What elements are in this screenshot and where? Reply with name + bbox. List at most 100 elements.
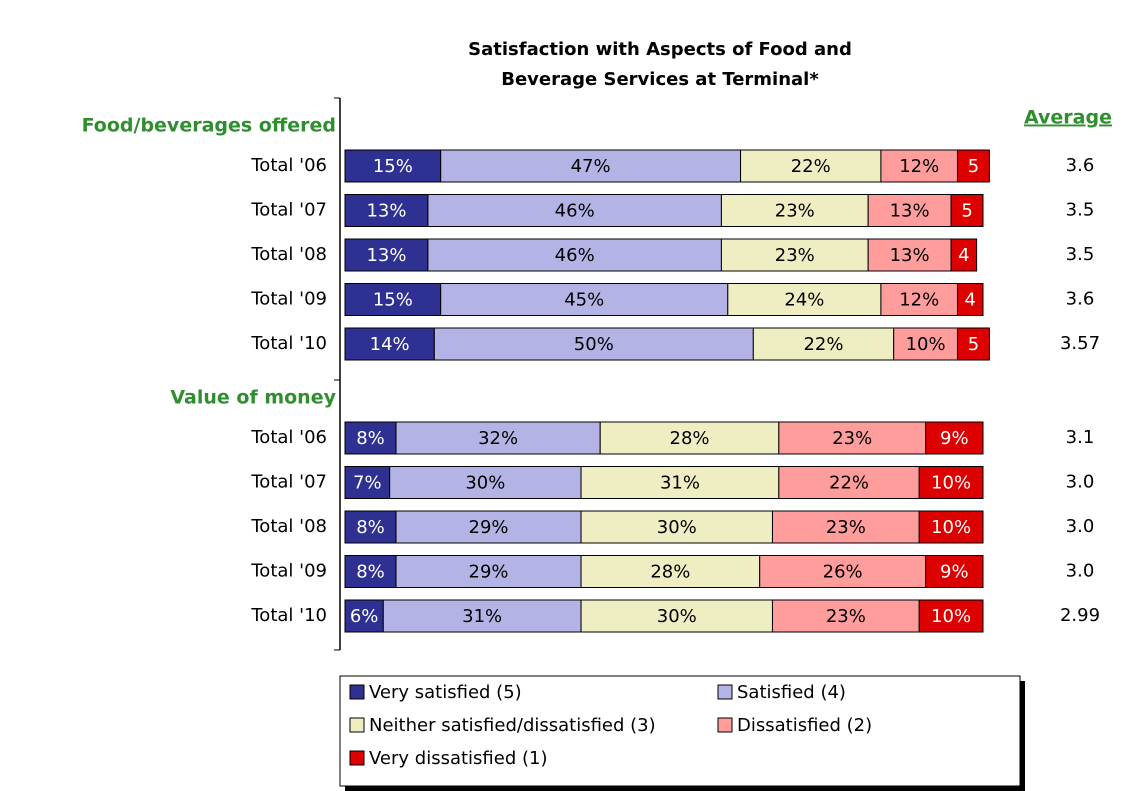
value-label: 13% [890,245,930,266]
value-label: 12% [899,156,939,177]
value-label: 5 [968,156,979,177]
value-label: 15% [373,290,413,311]
bar-segment [344,599,384,633]
value-label: 23% [826,517,866,538]
legend [339,675,1021,787]
bar-segment [771,599,920,633]
legend-swatch [717,684,733,700]
value-label: 14% [370,334,410,355]
value-label: 29% [469,517,509,538]
value-label: 8% [356,562,385,583]
value-label: 30% [657,606,697,627]
bar-segment [720,238,869,272]
bar-segment [918,510,984,544]
average-title: Average [1024,107,1112,129]
value-label: 23% [775,245,815,266]
value-label: 23% [826,606,866,627]
legend-swatch [717,717,733,733]
bar-segment [395,421,601,455]
bar-segment [580,599,773,633]
average-value: 3.5 [1066,200,1095,221]
value-label: 45% [564,290,604,311]
value-label: 46% [555,201,595,222]
legend-label: Neither satisfied/dissatisfied (3) [369,715,656,736]
value-label: 10% [931,517,971,538]
value-label: 30% [657,517,697,538]
average-value: 3.1 [1066,427,1095,448]
bar-segment [918,599,984,633]
value-label: 47% [571,156,611,177]
legend-label: Dissatisfied (2) [737,715,872,736]
value-label: 22% [803,334,843,355]
value-label: 7% [353,473,382,494]
value-label: 13% [366,245,406,266]
value-label: 26% [823,562,863,583]
value-label: 4 [965,290,976,311]
value-label: 13% [366,201,406,222]
value-label: 24% [784,290,824,311]
bar-segment [950,194,984,227]
value-label: 10% [906,334,946,355]
average-value: 3.0 [1066,472,1095,493]
category-label: Total '08 [250,244,327,265]
average-value: 3.57 [1060,333,1100,354]
average-value: 3.6 [1066,289,1095,310]
value-label: 31% [462,606,502,627]
bar-segment [918,466,984,499]
bar-segment [880,149,958,183]
bar-segment [771,510,920,544]
bar-segment [389,466,582,499]
value-label: 5 [961,201,972,222]
bar-segment [956,149,990,183]
category-label: Total '10 [250,605,327,626]
value-label: 12% [899,290,939,311]
bar-segment [580,466,780,499]
legend-swatch [349,684,365,700]
bar-segment [893,327,958,361]
bar-segment [344,510,397,544]
bar-segment [759,555,927,588]
bar-segment [344,327,435,361]
value-label: 23% [775,201,815,222]
value-label: 9% [940,428,969,449]
average-value: 2.99 [1060,605,1100,626]
value-label: 28% [670,428,710,449]
category-label: Total '08 [250,516,327,537]
bar-segment [950,238,978,272]
bar-segment [599,421,780,455]
value-label: 5 [968,334,979,355]
value-label: 29% [469,562,509,583]
bar-segment [344,555,397,588]
category-label: Total '06 [250,427,327,448]
bar-segment [433,327,754,361]
value-label: 28% [650,562,690,583]
average-value: 3.6 [1066,155,1095,176]
bar-segment [778,421,927,455]
bar-segment [778,466,920,499]
category-label: Total '10 [250,333,327,354]
value-label: 10% [931,606,971,627]
bar-segment [395,555,582,588]
value-label: 15% [373,156,413,177]
chart-title: Satisfaction with Aspects of Food and [468,39,852,60]
category-label: Total '07 [250,200,327,221]
bar-segment [344,283,442,316]
bar-segment [925,421,984,455]
value-label: 31% [660,473,700,494]
value-label: 30% [465,473,505,494]
bar-segment [752,327,895,361]
value-label: 22% [791,156,831,177]
value-label: 50% [574,334,614,355]
legend-label: Very dissatisfied (1) [369,748,547,769]
average-value: 3.5 [1066,244,1095,265]
legend-swatch [349,750,365,766]
value-label: 8% [356,517,385,538]
value-label: 6% [350,606,379,627]
value-label: 22% [829,473,869,494]
bar-segment [344,466,391,499]
group-label: Food/beverages offered [82,115,336,137]
value-label: 46% [555,245,595,266]
bar-segment [740,149,882,183]
bar-segment [344,149,442,183]
